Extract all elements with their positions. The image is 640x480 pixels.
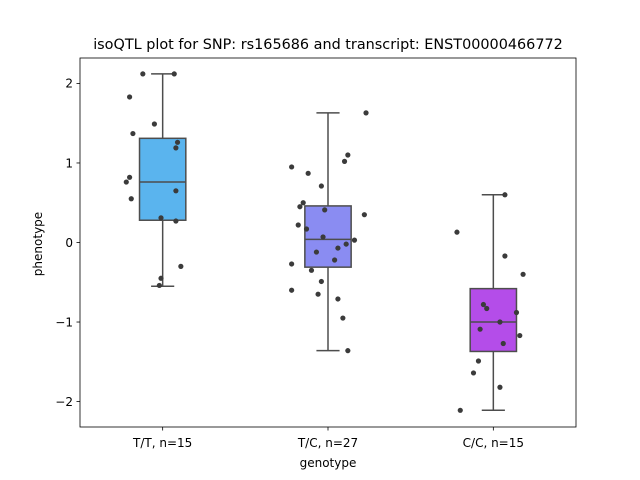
data-point — [315, 291, 321, 297]
data-point — [345, 152, 351, 158]
data-point — [500, 340, 506, 347]
data-point — [497, 319, 503, 325]
y-axis: −2 −1 0 1 2 — [55, 77, 80, 409]
data-point — [345, 348, 351, 354]
data-point — [313, 249, 320, 255]
data-point — [335, 245, 341, 251]
data-point — [127, 94, 133, 100]
data-point — [171, 71, 177, 77]
data-point — [320, 234, 326, 240]
data-point — [520, 271, 526, 277]
data-point — [140, 71, 146, 77]
data-point — [303, 226, 310, 232]
data-point — [475, 358, 482, 364]
data-point — [289, 261, 295, 267]
data-point — [297, 204, 303, 210]
data-point — [300, 200, 306, 206]
box-group — [138, 73, 187, 287]
data-point — [318, 183, 324, 189]
y-tick-label: −2 — [55, 395, 73, 409]
y-axis-label: phenotype — [31, 212, 45, 276]
x-tick-label: T/C, n=27 — [297, 436, 358, 450]
data-point — [128, 196, 134, 202]
data-point — [174, 139, 181, 145]
data-point — [497, 384, 503, 390]
data-point — [127, 174, 133, 180]
data-point — [454, 229, 460, 235]
box-group — [304, 112, 352, 352]
data-point — [341, 158, 348, 164]
box-iqr — [138, 137, 187, 221]
chart-title: isoQTL plot for SNP: rs165686 and transc… — [93, 37, 563, 53]
data-point — [158, 275, 164, 281]
data-point — [340, 315, 346, 321]
x-axis: T/T, n=15 T/C, n=27 C/C, n=15 — [132, 427, 524, 450]
data-point — [305, 170, 311, 176]
data-point — [130, 130, 136, 137]
data-point — [332, 257, 338, 263]
y-tick-label: 1 — [65, 156, 73, 170]
data-point — [123, 179, 129, 185]
y-tick-label: −1 — [55, 315, 73, 329]
data-point — [502, 253, 508, 259]
data-point — [335, 296, 341, 302]
data-point — [322, 207, 328, 213]
data-point — [318, 278, 324, 285]
x-axis-label: genotype — [300, 456, 357, 470]
x-tick-label: T/T, n=15 — [132, 436, 192, 450]
data-point — [295, 222, 301, 228]
y-tick-label: 0 — [65, 236, 73, 250]
data-point — [173, 188, 179, 194]
data-point — [457, 407, 463, 413]
data-point — [361, 212, 367, 218]
data-point — [480, 301, 487, 308]
data-point — [289, 287, 295, 293]
data-point — [173, 218, 179, 224]
data-point — [517, 332, 523, 339]
data-point — [470, 370, 477, 376]
data-point — [363, 110, 369, 116]
data-point — [158, 215, 164, 221]
data-point — [173, 145, 179, 151]
data-point — [151, 121, 157, 127]
data-point — [513, 309, 520, 316]
x-tick-label: C/C, n=15 — [463, 436, 524, 450]
data-point — [502, 192, 508, 198]
box-iqr — [304, 205, 352, 268]
data-point — [156, 282, 162, 289]
box-group — [469, 194, 518, 412]
data-point — [289, 164, 295, 170]
box-iqr — [469, 287, 518, 353]
data-point — [477, 326, 483, 332]
plot-area — [123, 71, 526, 413]
data-point — [343, 241, 349, 247]
data-point — [484, 305, 490, 312]
y-tick-label: 2 — [65, 77, 73, 91]
data-point — [351, 237, 358, 243]
data-point — [308, 267, 315, 273]
data-point — [178, 263, 184, 269]
